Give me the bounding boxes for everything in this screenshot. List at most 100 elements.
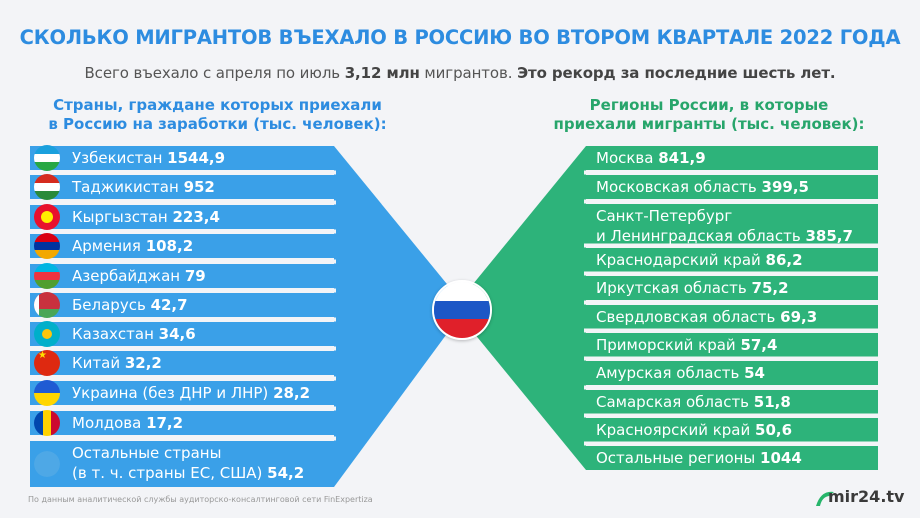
region-row: Москва 841,9 [596,146,706,170]
countries-fan [334,146,460,487]
region-value: 86,2 [765,251,803,269]
region-row: Самарская область 51,8 [596,390,791,414]
azerbaijan-flag-icon [34,263,60,289]
region-value: 50,6 [755,421,793,439]
region-row: Свердловская область 69,3 [596,305,817,329]
region-value: 385,7 [805,227,853,245]
country-label: Таджикистан [72,178,184,196]
ukraine-flag-icon [34,380,60,406]
region-bar [586,248,878,272]
page-title: СКОЛЬКО МИГРАНТОВ ВЪЕХАЛО В РОССИЮ ВО ВТ… [19,26,901,49]
region-row: Красноярский край 50,6 [596,418,792,442]
country-row: Беларусь 42,7 [72,293,188,317]
region-label: Москва [596,149,659,167]
region-label: Санкт-Петербург [596,207,733,225]
country-bar [30,411,334,435]
country-bar [30,351,334,375]
country-bar [30,381,334,405]
country-value: 32,2 [124,354,162,372]
country-label-line: Беларусь 42,7 [72,293,188,317]
country-label: (в т. ч. страны ЕС, США) [72,464,268,482]
region-row: Московская область 399,5 [596,175,809,199]
country-row: Кыргызстан 223,4 [72,205,220,229]
country-label-line: Азербайджан 79 [72,264,206,288]
subtitle: Всего въехало с апреля по июль 3,12 млн … [0,64,920,82]
subtitle-part2: мигрантов. [419,64,518,82]
mir24-logo-icon [816,491,834,506]
country-value: 17,2 [146,414,184,432]
country-row: Китай 32,2 [72,351,162,375]
region-value: 54 [744,364,765,382]
country-bar [30,322,334,346]
country-label: Молдова [72,414,147,432]
region-label: Свердловская область [596,308,781,326]
country-bar [30,146,334,170]
country-label-line: Кыргызстан 223,4 [72,205,220,229]
region-value: 1044 [760,449,802,467]
region-value: 69,3 [780,308,818,326]
region-label: и Ленинградская область [596,227,806,245]
country-label-line: Армения 108,2 [72,234,193,258]
region-row: Приморский край 57,4 [596,333,777,357]
region-label-line: и Ленинградская область 385,7 [596,226,853,246]
region-label: Самарская область [596,393,754,411]
country-bar [30,441,334,487]
region-label: Остальные регионы [596,449,761,467]
country-label-line: Остальные страны [72,443,304,463]
country-value: 42,7 [150,296,188,314]
moldova-flag-icon [34,410,60,436]
country-value: 34,6 [158,325,196,343]
countries-heading-line2: в Россию на заработки (тыс. человек): [48,115,387,133]
region-bar [586,146,878,170]
region-bar [586,333,878,357]
region-row: Санкт-Петербург и Ленинградская область 3… [596,204,853,250]
country-row: Молдова 17,2 [72,411,183,435]
region-bar [586,361,878,385]
region-bar [586,276,878,300]
region-bar [586,418,878,442]
country-value: 28,2 [273,384,311,402]
country-label: Китай [72,354,125,372]
country-label: Украина (без ДНР и ЛНР) [72,384,274,402]
region-bar [586,204,878,246]
subtitle-record-note: Это рекорд за последние шесть лет. [517,64,836,82]
region-bar [586,175,878,199]
country-row: Украина (без ДНР и ЛНР) 28,2 [72,381,310,405]
country-label-line: Таджикистан 952 [72,175,215,199]
kazakhstan-flag-icon [34,321,60,347]
regions-fan [460,146,586,470]
region-label: Амурская область [596,364,745,382]
country-label-line: Украина (без ДНР и ЛНР) 28,2 [72,381,310,405]
country-label: Армения [72,237,146,255]
country-value: 79 [184,267,206,285]
kyrgyzstan-flag-icon [34,204,60,230]
country-value: 108,2 [145,237,194,255]
countries-heading: Страны, граждане которых приехали в Росс… [0,96,435,134]
subtitle-total-value: 3,12 млн [344,64,420,82]
country-label-line: (в т. ч. страны ЕС, США) 54,2 [72,463,304,483]
countries-heading-line1: Страны, граждане которых приехали [53,96,382,114]
country-bar [30,175,334,199]
region-label-line: Краснодарский край 86,2 [596,248,803,272]
region-row: Остальные регионы 1044 [596,446,802,470]
armenia-flag-icon [34,233,60,259]
country-value: 1544,9 [167,149,226,167]
country-value: 223,4 [172,208,220,226]
country-value: 952 [183,178,215,196]
globe-icon [34,451,60,477]
regions-heading: Регионы России, в которые приехали мигра… [498,96,920,134]
country-label: Узбекистан [72,149,168,167]
region-value: 841,9 [658,149,706,167]
region-label-line: Остальные регионы 1044 [596,446,802,470]
mir24-logo-text: mir24.tv [828,487,905,506]
country-label: Беларусь [72,296,151,314]
regions-heading-line1: Регионы России, в которые [589,96,829,114]
country-label-line: Китай 32,2 [72,351,162,375]
region-row: Амурская область 54 [596,361,765,385]
country-label: Остальные страны [72,444,222,462]
region-label-line: Самарская область 51,8 [596,390,791,414]
country-row: Остальные страны (в т. ч. страны ЕС, США)… [72,441,304,487]
country-row: Узбекистан 1544,9 [72,146,225,170]
